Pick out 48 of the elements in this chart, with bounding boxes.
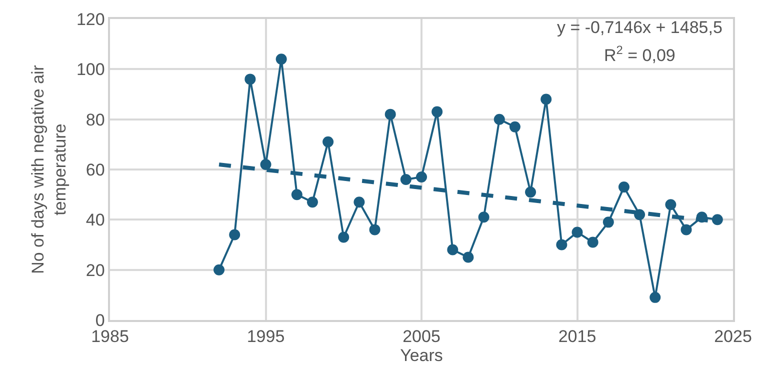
point	[369, 224, 380, 236]
point	[384, 108, 396, 120]
point	[680, 224, 692, 236]
point	[354, 196, 365, 208]
point	[525, 186, 536, 198]
point	[602, 216, 614, 228]
annotation: y = -0,7146x + 1485,5	[557, 18, 722, 37]
point	[276, 54, 287, 65]
y-axis-title: No of days with negative air temperature	[28, 64, 70, 274]
x-tick-label: 1985	[91, 327, 129, 346]
point	[338, 232, 350, 243]
point	[462, 252, 474, 263]
point	[665, 199, 676, 210]
point	[416, 172, 427, 183]
point	[229, 229, 240, 240]
point	[494, 114, 505, 125]
point	[650, 292, 661, 303]
point	[306, 196, 318, 208]
y-tick-label: 40	[86, 210, 105, 230]
point	[572, 226, 583, 238]
y-tick-label: 120	[76, 10, 105, 29]
x-tick-label: 1995	[246, 327, 285, 346]
point	[400, 174, 412, 186]
point	[214, 264, 225, 276]
point	[587, 236, 598, 248]
point	[260, 158, 272, 170]
y-tick-label: 80	[86, 110, 105, 130]
point	[556, 239, 568, 250]
point	[478, 212, 490, 223]
y-tick-label: 20	[86, 260, 105, 280]
point	[322, 136, 334, 148]
x-tick-label: 2025	[714, 327, 752, 346]
point	[447, 244, 458, 256]
x-tick-label: 2015	[558, 327, 596, 346]
x-axis-title: Years	[400, 346, 443, 366]
point	[244, 74, 256, 85]
point	[291, 189, 302, 200]
annotation: R$^{2}$ = 0,09	[604, 43, 676, 66]
point	[540, 94, 552, 105]
point	[712, 214, 723, 226]
x-tick-label: 2005	[402, 327, 440, 346]
point	[432, 106, 443, 118]
point	[618, 182, 630, 193]
y-tick-label: 60	[86, 160, 105, 180]
y-tick-label: 0	[95, 310, 105, 330]
point	[509, 121, 520, 132]
point	[634, 209, 646, 220]
y-tick-label: 100	[76, 60, 105, 80]
